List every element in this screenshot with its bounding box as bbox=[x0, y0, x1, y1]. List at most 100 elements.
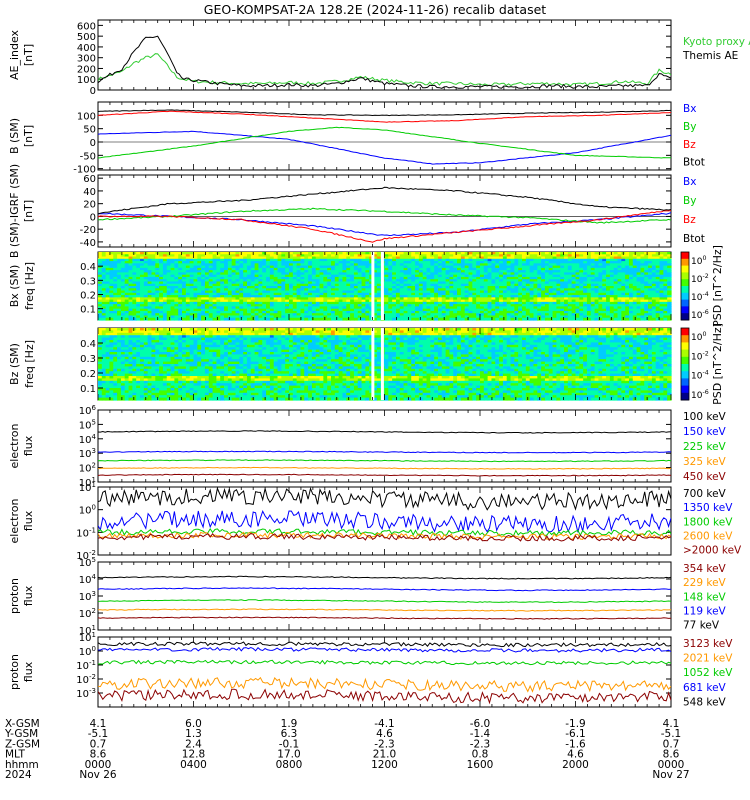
spectrogram-cell bbox=[162, 270, 168, 273]
spectrogram-cell bbox=[262, 297, 267, 301]
spectrogram-cell bbox=[98, 256, 103, 260]
spectrogram-cell bbox=[464, 297, 470, 301]
spectrogram-cell bbox=[231, 313, 237, 317]
spectrogram-cell bbox=[246, 281, 252, 285]
spectrogram-cell bbox=[617, 304, 622, 307]
spectrogram-cell bbox=[124, 281, 130, 285]
spectrogram-cell bbox=[98, 254, 103, 258]
spectrogram-cell bbox=[98, 261, 103, 264]
spectrogram-cell bbox=[239, 272, 244, 276]
spectrogram-cell bbox=[243, 295, 248, 298]
spectrogram-cell bbox=[201, 286, 206, 289]
spectrogram-cell bbox=[418, 308, 424, 312]
spectrogram-cell bbox=[216, 288, 221, 292]
spectrogram-cell bbox=[594, 279, 600, 283]
spectrogram-cell bbox=[495, 304, 500, 307]
spectrogram-cell bbox=[579, 288, 584, 292]
spectrogram-cell bbox=[384, 265, 389, 269]
spectrogram-cell bbox=[506, 286, 512, 289]
spectrogram-cell bbox=[533, 265, 538, 269]
spectrogram-cell bbox=[441, 306, 447, 310]
spectrogram-cell bbox=[464, 267, 470, 271]
spectrogram-cell bbox=[552, 252, 557, 255]
spectrogram-cell bbox=[617, 299, 622, 303]
spectrogram-cell bbox=[533, 306, 538, 310]
spectrogram-cell bbox=[269, 313, 275, 317]
spectrogram-cell bbox=[162, 308, 168, 312]
spectrogram-cell bbox=[495, 258, 500, 262]
spectrogram-cell bbox=[327, 304, 332, 307]
spectrogram-cell bbox=[598, 304, 603, 307]
spectrogram-cell bbox=[331, 317, 336, 321]
spectrogram-cell bbox=[506, 263, 512, 267]
spectrogram-cell bbox=[281, 299, 286, 303]
spectrogram-cell bbox=[487, 317, 493, 321]
spectrogram-cell bbox=[392, 295, 397, 298]
spectrogram-cell bbox=[651, 258, 657, 262]
spectrogram-cell bbox=[506, 315, 512, 319]
spectrogram-cell bbox=[617, 283, 622, 287]
spectrogram-cell bbox=[292, 258, 298, 262]
spectrogram-cell bbox=[571, 306, 577, 310]
spectrogram-cell bbox=[109, 274, 114, 278]
spectrogram-cell bbox=[182, 256, 187, 260]
spectrogram-cell bbox=[170, 301, 175, 305]
spectrogram-cell bbox=[430, 258, 435, 262]
spectrogram-cell bbox=[644, 263, 649, 267]
spectrogram-cell bbox=[105, 308, 111, 312]
spectrogram-cell bbox=[541, 256, 546, 260]
spectrogram-cell bbox=[331, 281, 336, 285]
spectrogram-cell bbox=[235, 283, 240, 287]
spectrogram-cell bbox=[468, 270, 473, 273]
spectrogram-cell bbox=[132, 252, 137, 255]
spectrogram-cell bbox=[289, 304, 294, 307]
spectrogram-cell bbox=[617, 254, 622, 258]
spectrogram-cell bbox=[147, 301, 153, 305]
spectrogram-cell bbox=[514, 288, 519, 292]
spectrogram-cell bbox=[552, 288, 557, 292]
spectrogram-cell bbox=[590, 313, 596, 317]
spectrogram-cell bbox=[659, 288, 664, 292]
spectrogram-cell bbox=[373, 261, 378, 264]
spectrogram-cell bbox=[185, 270, 191, 273]
spectrogram-cell bbox=[353, 304, 359, 307]
spectrogram-cell bbox=[544, 317, 550, 321]
spectrogram-cell bbox=[483, 252, 489, 255]
spectrogram-cell bbox=[258, 252, 263, 255]
spectrogram-cell bbox=[411, 315, 416, 319]
y-tick-label: 500 bbox=[77, 32, 96, 43]
spectrogram-cell bbox=[254, 276, 260, 280]
spectrogram-cell bbox=[143, 279, 149, 283]
spectrogram-cell bbox=[315, 272, 321, 276]
spectrogram-cell bbox=[296, 313, 302, 317]
spectrogram-cell bbox=[162, 315, 168, 319]
spectrogram-cell bbox=[319, 313, 324, 317]
spectrogram-cell bbox=[548, 265, 554, 269]
spectrogram-cell bbox=[548, 306, 554, 310]
spectrogram-cell bbox=[220, 256, 225, 260]
spectrogram-cell bbox=[292, 283, 298, 287]
spectrogram-cell bbox=[598, 272, 603, 276]
spectrogram-cell bbox=[212, 261, 218, 264]
spectrogram-cell bbox=[208, 263, 214, 267]
spectrogram-cell bbox=[625, 290, 630, 294]
spectrogram-cell bbox=[231, 281, 237, 285]
spectrogram-cell bbox=[518, 263, 523, 267]
spectrogram-cell bbox=[189, 263, 195, 267]
spectrogram-cell bbox=[117, 263, 122, 267]
spectrogram-cell bbox=[373, 306, 378, 310]
spectrogram-cell bbox=[308, 297, 313, 301]
spectrogram-cell bbox=[170, 317, 175, 321]
spectrogram-cell bbox=[216, 279, 221, 283]
spectrogram-cell bbox=[506, 270, 512, 273]
spectrogram-cell bbox=[667, 310, 672, 314]
spectrogram-cell bbox=[544, 288, 550, 292]
spectrogram-cell bbox=[418, 317, 424, 321]
spectrogram-cell bbox=[510, 279, 515, 283]
spectrogram-cell bbox=[273, 288, 279, 292]
spectrogram-cell bbox=[189, 261, 195, 264]
spectrogram-cell bbox=[564, 313, 569, 317]
spectrogram-cell bbox=[453, 299, 458, 303]
spectrogram-cell bbox=[315, 308, 321, 312]
spectrogram-cell bbox=[120, 252, 126, 255]
